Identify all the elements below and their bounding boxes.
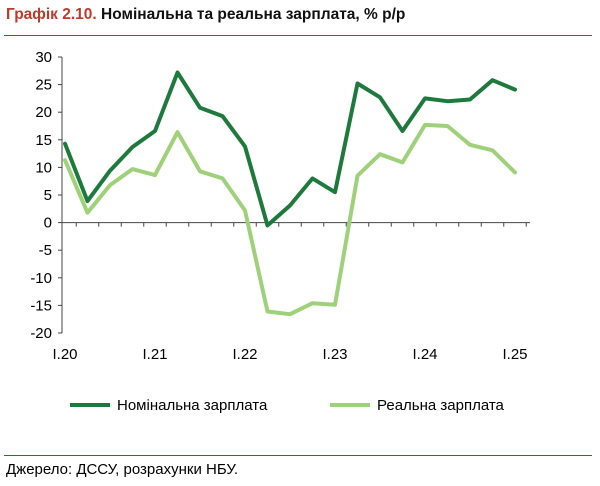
chart-title-text: Номінальна та реальна зарплата, % р/р	[101, 6, 406, 23]
y-tick-label: 0	[44, 215, 52, 232]
title-divider	[4, 35, 592, 36]
y-tick-label: 10	[35, 159, 52, 176]
line-chart: 30 25 20 15 10 5 0 -5 -10 -15 -20 I.20 I.21 I.22 I.23…	[30, 49, 530, 414]
y-tick-label: 15	[35, 132, 52, 149]
x-tick-label: I.22	[232, 346, 257, 363]
chart-number: Графік 2.10.	[6, 6, 97, 23]
y-tick-label: 20	[35, 104, 52, 121]
legend-label-1: Номінальна зарплата	[117, 397, 268, 414]
source-divider	[4, 455, 592, 456]
x-tick-label: I.20	[52, 346, 77, 363]
y-tick-label: 25	[35, 77, 52, 94]
source-note: Джерело: ДССУ, розрахунки НБУ.	[6, 461, 239, 478]
y-tick-label: -5	[39, 242, 52, 259]
y-tick-label: 5	[44, 187, 52, 204]
y-axis: 30 25 20 15 10 5 0 -5 -10 -15 -20	[30, 49, 63, 342]
legend: Номінальна зарплата Реальна зарплата	[70, 397, 505, 414]
x-tick-label: I.25	[502, 346, 527, 363]
x-tick-label: I.24	[412, 346, 437, 363]
y-tick-label: -15	[30, 297, 52, 314]
y-tick-label: 30	[35, 49, 52, 66]
x-tick-label: I.23	[322, 346, 347, 363]
series-layer	[63, 70, 517, 317]
y-tick-label: -20	[30, 325, 52, 342]
series-line-2	[63, 122, 517, 317]
y-tick-label: -10	[30, 270, 52, 287]
series-line-1	[63, 70, 517, 228]
chart-title: Графік 2.10. Номінальна та реальна зарпл…	[6, 6, 405, 24]
x-axis: I.20 I.21 I.22 I.23 I.24 I.25	[52, 222, 530, 363]
x-tick-label: I.21	[142, 346, 167, 363]
legend-label-2: Реальна зарплата	[377, 397, 505, 414]
